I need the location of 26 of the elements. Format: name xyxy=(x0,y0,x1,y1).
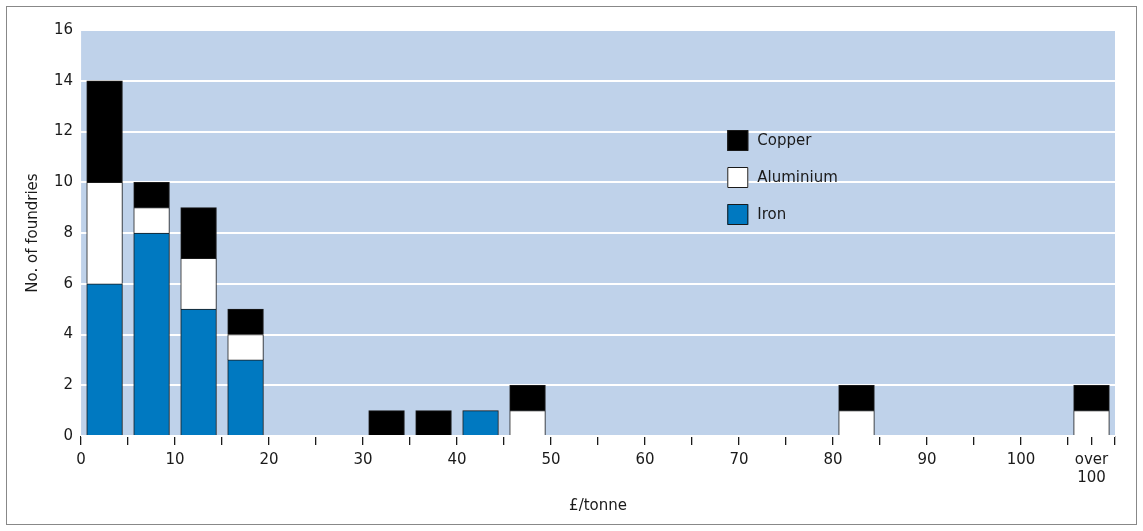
y-tick-label: 2 xyxy=(63,375,74,394)
legend-label: Aluminium xyxy=(757,167,838,186)
legend-label: Copper xyxy=(757,130,813,149)
x-tick-label: 20 xyxy=(259,449,279,468)
x-tick-label: 40 xyxy=(447,449,467,468)
x-tick-label: 10 xyxy=(165,449,185,468)
x-tick-label: 50 xyxy=(541,449,561,468)
y-tick-label: 16 xyxy=(53,19,74,38)
y-tick-label: 14 xyxy=(53,70,74,89)
x-tick-label: 80 xyxy=(823,449,843,468)
x-tick-label: 60 xyxy=(635,449,655,468)
x-tick-label: 90 xyxy=(917,449,937,468)
y-tick-label: 12 xyxy=(53,121,74,140)
y-tick-label: 10 xyxy=(53,172,74,191)
x-axis-title: £/tonne xyxy=(569,495,627,514)
y-tick-label: 0 xyxy=(63,425,74,444)
x-tick-label: 30 xyxy=(353,449,373,468)
y-tick-label: 8 xyxy=(63,222,74,241)
y-axis-title: No. of foundries xyxy=(22,173,41,293)
x-tick-label: 70 xyxy=(729,449,749,468)
y-tick-label: 6 xyxy=(63,273,74,292)
x-tick-label: over 100 xyxy=(1074,449,1110,486)
x-tick-label: 100 xyxy=(1006,449,1036,468)
legend-label: Iron xyxy=(757,204,787,223)
y-tick-label: 4 xyxy=(63,324,74,343)
x-tick-label: 0 xyxy=(76,449,86,468)
